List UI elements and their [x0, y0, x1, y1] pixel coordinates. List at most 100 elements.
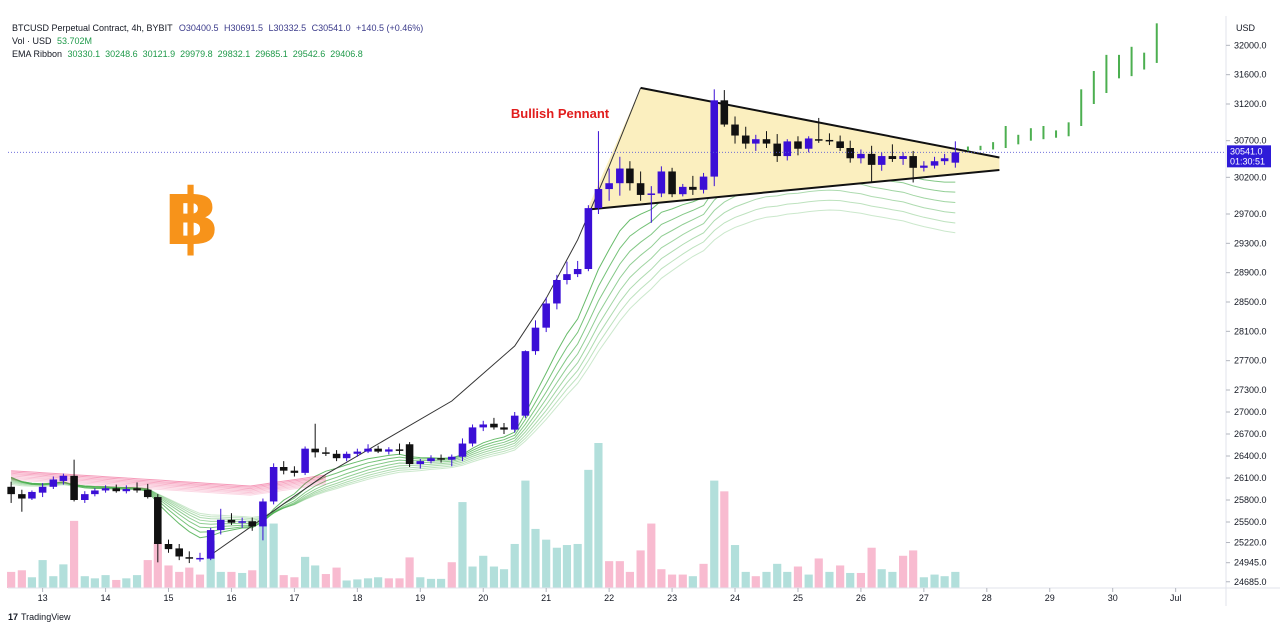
y-tick-label: 26700.0 — [1234, 429, 1267, 439]
volume-bar — [90, 578, 99, 588]
candle-body — [857, 153, 865, 159]
x-tick-label: 16 — [226, 593, 236, 603]
volume-bar — [531, 528, 540, 588]
candle-body — [206, 530, 215, 559]
x-tick-label: 20 — [478, 593, 488, 603]
chart-legend: BTCUSD Perpetual Contract, 4h, BYBIT O30… — [12, 22, 423, 61]
volume-bar — [825, 571, 834, 588]
candle-body — [877, 156, 886, 165]
volume-bar — [311, 565, 320, 588]
candle-body — [437, 458, 445, 460]
tradingview-logo[interactable]: 17 TradingView — [8, 612, 71, 622]
candles — [7, 89, 960, 564]
candle-body — [154, 497, 162, 544]
candle-body — [762, 139, 771, 144]
candle-body — [752, 139, 760, 144]
y-tick-label: 27700.0 — [1234, 356, 1267, 366]
volume-bar — [195, 574, 205, 588]
x-tick-label: 24 — [730, 593, 740, 603]
candle-body — [783, 141, 792, 157]
pennant-upper-line — [640, 86, 1000, 159]
candle-body — [175, 548, 183, 557]
volume-bar — [542, 539, 551, 588]
last-price-marker: 30541.001:30:51 — [8, 145, 1271, 168]
candle-body — [626, 168, 634, 184]
volume-bar — [856, 572, 866, 588]
projection-path — [966, 23, 1158, 151]
volume-bar — [647, 523, 656, 588]
volume-bar — [363, 578, 373, 588]
volume-bar — [741, 571, 750, 588]
candle-body — [710, 100, 719, 177]
y-tick-label: 27000.0 — [1234, 407, 1267, 417]
candle-body — [490, 423, 498, 428]
candle-body — [836, 141, 844, 148]
x-tick-label: 13 — [38, 593, 48, 603]
candle-body — [447, 456, 456, 460]
candle-body — [196, 557, 204, 560]
y-tick-label: 30700.0 — [1234, 136, 1267, 146]
volume-bar — [321, 574, 330, 588]
candle-body — [563, 274, 571, 280]
candle-body — [647, 193, 656, 195]
volume-bar — [269, 523, 278, 588]
candle-body — [28, 491, 36, 499]
volume-bar — [836, 565, 845, 588]
ema-ribbon-line — [11, 209, 956, 518]
volume-bar — [562, 545, 572, 588]
y-tick-label: 28500.0 — [1234, 297, 1267, 307]
axes: 32000.0 31600.0 31200.0 30700.0 30200.0 29700… — [8, 16, 1280, 606]
volume-bar — [384, 578, 393, 588]
volume-bar — [175, 571, 184, 588]
volume-bar — [458, 502, 467, 588]
volume-label: Vol · USD — [12, 36, 52, 46]
volume-bar — [447, 562, 456, 588]
x-tick-label: 25 — [793, 593, 803, 603]
x-tick-label: 17 — [289, 593, 299, 603]
candle-body — [427, 458, 435, 462]
candle-body — [594, 189, 603, 209]
candle-body — [311, 448, 319, 453]
volume-bar — [814, 558, 823, 588]
volume-bar — [49, 576, 58, 588]
last-price-box — [1227, 145, 1271, 168]
candle-body — [248, 521, 257, 527]
candle-body — [59, 475, 68, 481]
volume-bar — [70, 520, 79, 588]
volume-bar — [258, 523, 268, 588]
high-value: H30691.5 — [223, 23, 264, 33]
candle-body — [825, 139, 834, 142]
candle-body — [773, 143, 781, 157]
candle-body — [112, 488, 121, 492]
candle-body — [259, 501, 267, 527]
volume-bar — [227, 571, 236, 588]
volume-bar — [101, 575, 110, 588]
volume-bar — [699, 563, 708, 588]
volume-bar — [185, 567, 194, 588]
volume-bar — [332, 567, 341, 588]
candle-body — [395, 449, 404, 451]
volume-bar — [888, 571, 897, 588]
volume-bar — [667, 574, 677, 588]
candle-body — [909, 156, 917, 168]
x-tick-label: 21 — [541, 593, 551, 603]
candle-body — [322, 452, 330, 454]
volume-bar — [489, 566, 499, 588]
candle-body — [164, 544, 173, 550]
candle-body — [416, 461, 425, 465]
candle-body — [238, 521, 246, 523]
y-tick-label: 26400.0 — [1234, 451, 1267, 461]
pennant-pattern — [587, 86, 1000, 211]
y-tick-label: 27300.0 — [1234, 385, 1267, 395]
candle-body — [920, 165, 928, 168]
candle-body — [81, 494, 89, 500]
ema-ribbon — [10, 147, 956, 539]
candle-body — [804, 138, 813, 149]
volume-bar — [164, 565, 173, 588]
volume-bar — [898, 555, 908, 588]
candle-body — [531, 327, 540, 352]
candle-body — [290, 470, 299, 473]
candle-body — [930, 161, 939, 166]
x-tick-label: 28 — [982, 593, 992, 603]
